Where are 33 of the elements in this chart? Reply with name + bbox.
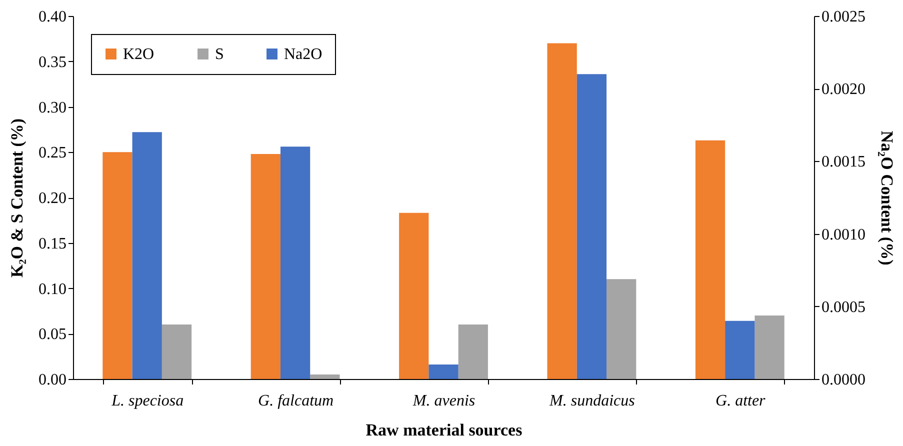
y2-tick-label: 0.0020	[822, 81, 866, 98]
x-tick-label: M. avenis	[412, 392, 476, 410]
legend-label: S	[215, 46, 224, 63]
y-tick-label: 0.40	[38, 8, 66, 26]
x-tick-label: M. sundaicus	[548, 392, 635, 410]
legend-label: Na2O	[284, 46, 322, 63]
x-axis-title: Raw material sources	[366, 420, 523, 440]
y2-tick-label: 0.0010	[822, 226, 866, 244]
legend-label: K2O	[123, 46, 154, 63]
y-tick-label: 0.25	[38, 144, 66, 162]
y2-tick-label: 0.0015	[822, 154, 866, 171]
y2-tick-label: 0.0005	[822, 298, 866, 316]
x-tick-label: L. speciosa	[110, 392, 184, 410]
x-tick-label: G. falcatum	[258, 392, 334, 410]
bar	[162, 324, 192, 379]
bar	[399, 212, 429, 379]
bar	[695, 140, 726, 379]
bar	[458, 324, 488, 379]
y-tick-label: 0.10	[38, 280, 66, 298]
y-tick-label: 0.20	[38, 190, 66, 207]
bar	[428, 364, 458, 379]
y-tick-label: 0.30	[38, 99, 66, 116]
y-tick-label: 0.05	[38, 326, 66, 344]
bar	[606, 279, 636, 379]
y2-axis-title: Na₂O Content (%)	[878, 130, 896, 266]
y2-tick-label: 0.0025	[822, 8, 866, 26]
x-tick-label: G. atter	[716, 392, 766, 410]
y-tick-label: 0.15	[38, 235, 66, 252]
bar	[310, 374, 340, 379]
y-axis-title: K₂O & S Content (%)	[8, 118, 26, 278]
y-tick-label: 0.35	[38, 54, 66, 71]
y2-tick-label: 0.0000	[822, 372, 866, 388]
y-tick-label: 0.00	[38, 372, 66, 388]
